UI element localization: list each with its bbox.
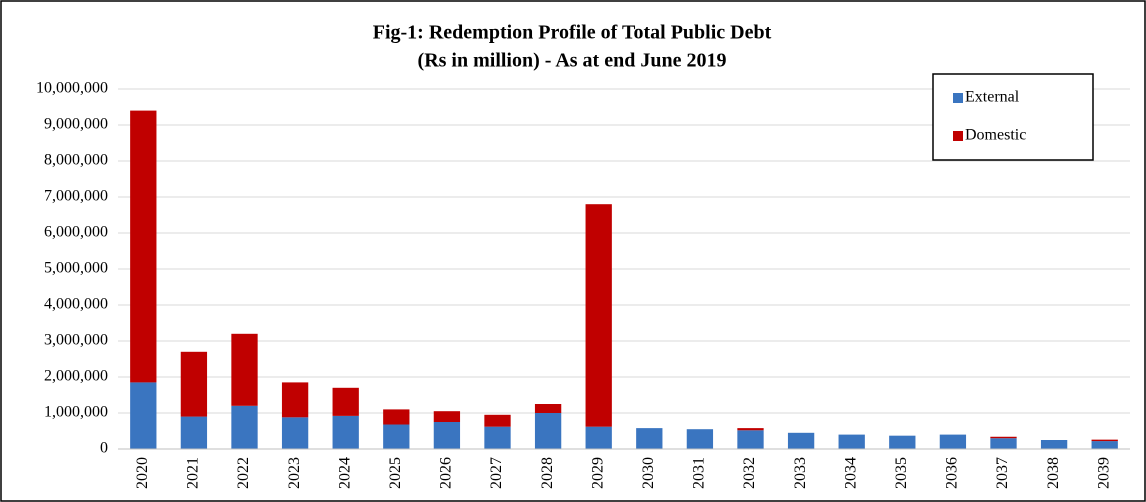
x-tick-label: 2033 [792, 457, 809, 489]
x-tick-label: 2035 [893, 457, 910, 489]
x-tick-label: 2030 [640, 457, 657, 489]
x-tick-label: 2039 [1095, 457, 1112, 489]
legend-swatch [953, 93, 963, 103]
bar-segment [838, 434, 865, 449]
bar-segment [1040, 440, 1068, 449]
bar-segment [281, 382, 309, 418]
bar-segment [180, 351, 208, 417]
y-tick-label: 3,000,000 [44, 332, 108, 349]
y-tick-label: 9,000,000 [44, 116, 108, 133]
x-tick-label: 2038 [1045, 457, 1062, 489]
legend-swatch [953, 131, 963, 141]
bar-segment [787, 432, 815, 449]
y-tick-label: 10,000,000 [36, 80, 108, 97]
y-tick-label: 4,000,000 [44, 296, 108, 313]
bar-segment [737, 428, 764, 431]
x-tick-label: 2022 [235, 457, 252, 489]
legend-label: External [965, 89, 1020, 106]
x-tick-label: 2023 [286, 457, 303, 489]
bar-segment [1091, 441, 1118, 449]
bar-segment [130, 382, 157, 449]
chart-title: Fig-1: Redemption Profile of Total Publi… [373, 22, 772, 44]
x-tick-label: 2036 [944, 457, 961, 489]
legend-box [932, 73, 1094, 161]
x-tick-label: 2037 [994, 457, 1011, 489]
legend-label: Domestic [965, 127, 1026, 144]
bar-segment [231, 333, 258, 406]
x-tick-label: 2031 [691, 457, 708, 489]
y-tick-label: 8,000,000 [44, 152, 108, 169]
x-tick-label: 2032 [741, 457, 758, 489]
x-tick-label: 2025 [387, 457, 404, 489]
x-tick-label: 2026 [438, 457, 455, 489]
y-tick-label: 6,000,000 [44, 224, 108, 241]
bar-segment [332, 415, 359, 449]
x-tick-label: 2034 [842, 457, 859, 489]
bar-segment [130, 110, 157, 383]
y-tick-label: 5,000,000 [44, 260, 108, 277]
bar-segment [990, 438, 1017, 449]
chart-subtitle: (Rs in million) - As at end June 2019 [418, 50, 727, 72]
bar-segment [383, 424, 410, 449]
bar-segment [636, 428, 663, 449]
x-tick-label: 2021 [185, 457, 202, 489]
bar-segment [332, 387, 359, 416]
bar-segment [1091, 439, 1118, 442]
bar-segment [484, 414, 511, 427]
bar-segment [383, 409, 410, 425]
bar-segment [534, 404, 562, 413]
bar-segment [990, 436, 1017, 439]
y-tick-label: 2,000,000 [44, 368, 108, 385]
bar-segment [686, 429, 714, 449]
bar-segment [939, 434, 967, 449]
bar-segment [433, 422, 461, 449]
bar-segment [534, 413, 562, 449]
bar-segment [231, 405, 258, 449]
bar-segment [433, 411, 461, 422]
x-tick-label: 2027 [488, 457, 505, 489]
y-tick-label: 7,000,000 [44, 188, 108, 205]
y-tick-label: 0 [100, 440, 108, 457]
x-tick-label: 2028 [539, 457, 556, 489]
bar-segment [737, 430, 764, 449]
x-tick-label: 2024 [336, 457, 353, 489]
bar-segment [889, 435, 916, 449]
x-tick-label: 2029 [589, 457, 606, 489]
bar-segment [585, 426, 612, 449]
x-tick-label: 2020 [134, 457, 151, 489]
bar-segment [180, 416, 208, 449]
bar-segment [484, 426, 511, 449]
bar-segment [281, 417, 309, 449]
bar-segment [585, 204, 612, 427]
y-tick-label: 1,000,000 [44, 404, 108, 421]
